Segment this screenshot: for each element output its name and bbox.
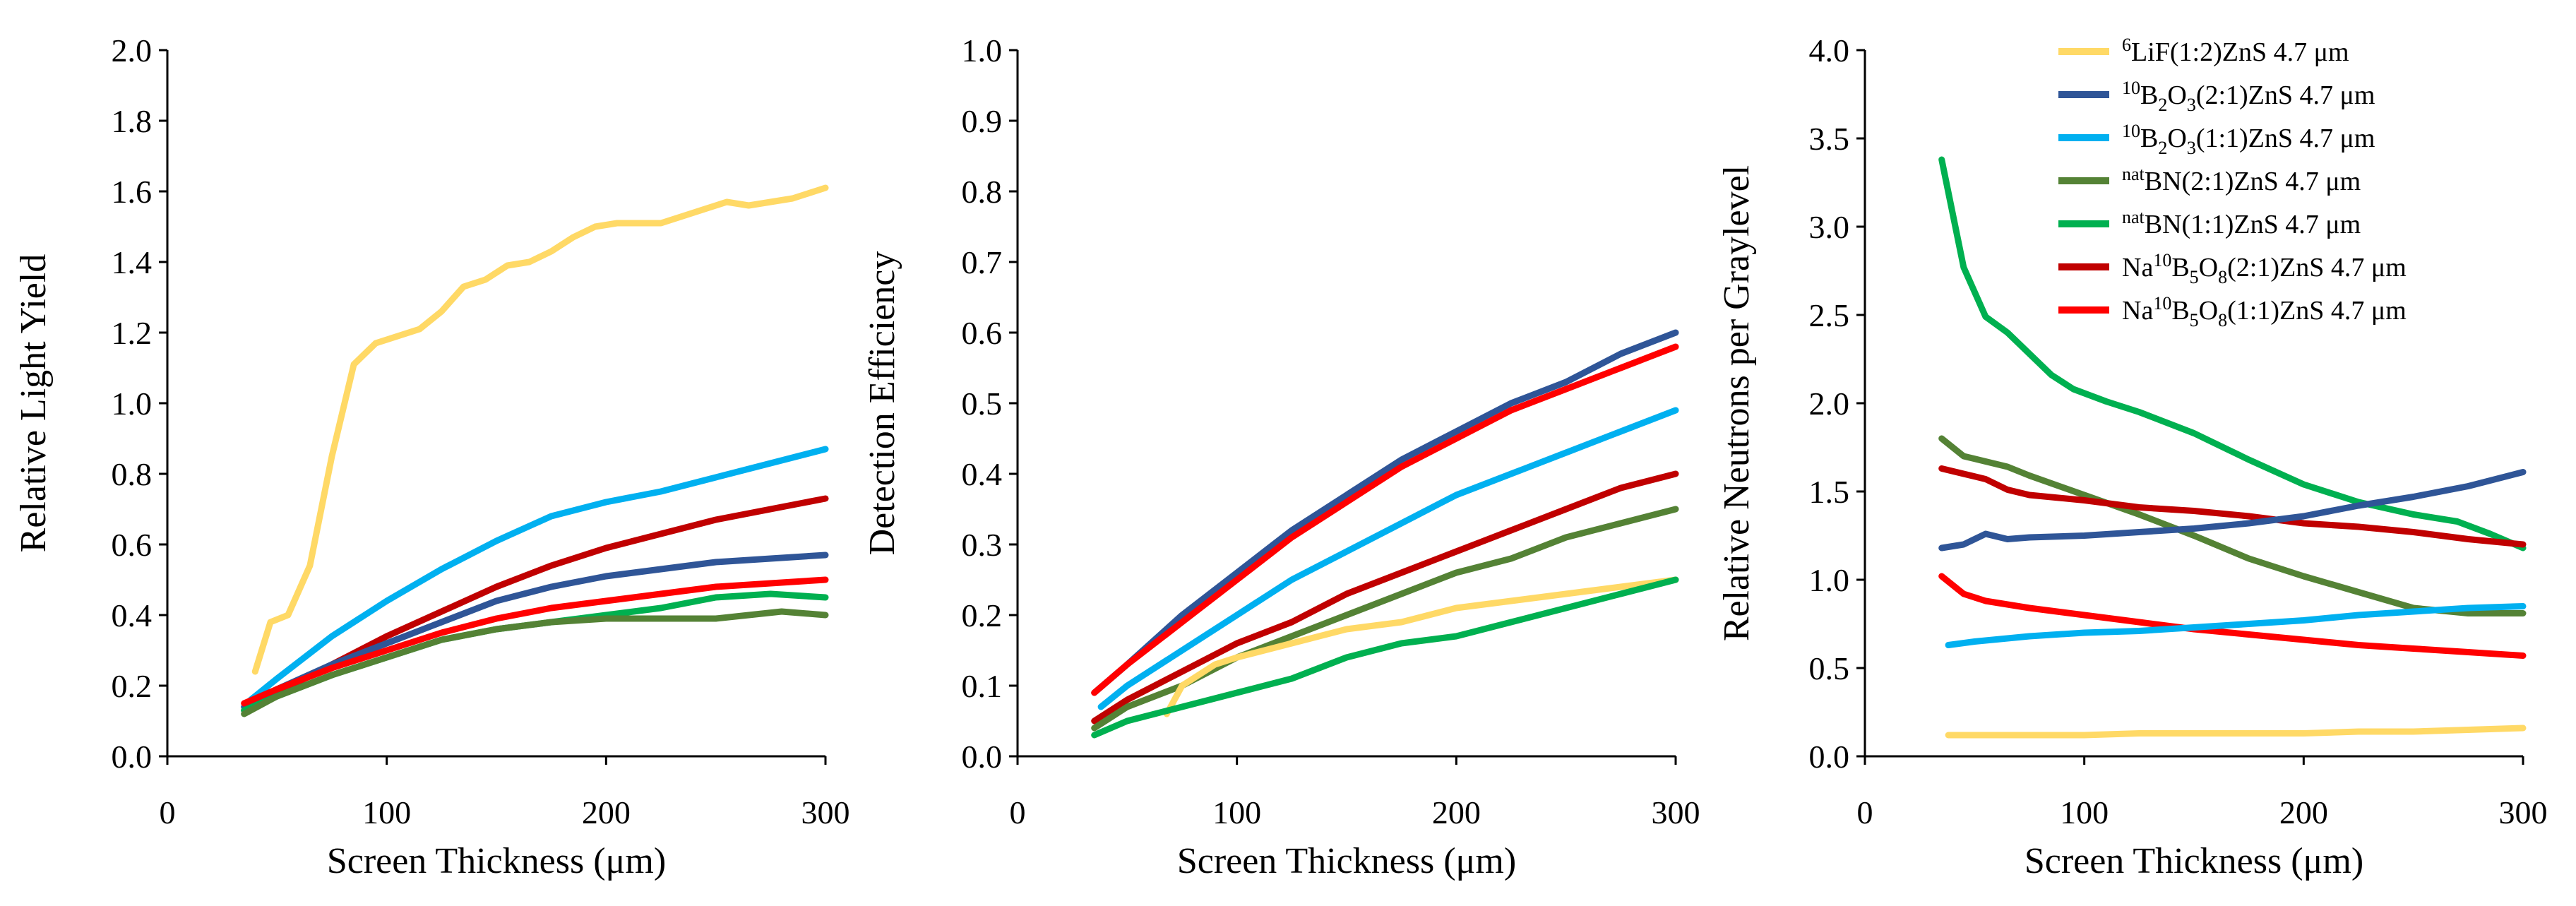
x-tick-label: 0 <box>160 794 176 830</box>
panel-detection-efficiency: 0.0 0.1 0.2 0.3 0.4 0.5 0.6 0.7 0.8 0.9 1.0 0 100 200… <box>862 32 1700 881</box>
y-tick-label: 2.0 <box>1809 386 1850 422</box>
y-axis-title: Detection Efficiency <box>862 251 902 556</box>
y-tick-label: 0.8 <box>112 456 153 492</box>
y-tick-label: 1.5 <box>1809 474 1850 510</box>
y-tick-label: 0.1 <box>962 668 1003 704</box>
x-tick-label: 0 <box>1857 794 1873 830</box>
x-tick-label: 100 <box>1212 794 1261 830</box>
series-line-Na_1_1 <box>1091 343 1679 696</box>
series-line-Na_1_1 <box>1938 573 2527 659</box>
y-tick-label: 0.5 <box>962 386 1003 422</box>
series-line-Na_2_1 <box>1091 470 1679 725</box>
x-tick-label: 100 <box>362 794 411 830</box>
x-axis-title: Screen Thickness (μm) <box>2025 841 2363 881</box>
y-axis-title: Relative Neutrons per Graylevel <box>1717 165 1757 641</box>
y-tick-label: 0.6 <box>112 527 153 563</box>
legend-label-B2O3_1_1: 10B2O3(1:1)ZnS 4.7 μm <box>2122 121 2375 158</box>
y-tick-label: 0.4 <box>962 456 1003 492</box>
y-tick-label: 1.0 <box>112 386 153 422</box>
y-tick-label: 3.5 <box>1809 121 1850 157</box>
x-axis-title: Screen Thickness (μm) <box>327 841 666 881</box>
series-line-BN_1_1 <box>1938 156 2527 552</box>
y-tick-label: 0.6 <box>962 315 1003 351</box>
x-tick-label: 100 <box>2060 794 2109 830</box>
series-line-BN_2_1 <box>1938 435 2527 616</box>
legend: 6LiF(1:2)ZnS 4.7 μm 10B2O3(2:1)ZnS 4.7 μm… <box>2058 35 2407 330</box>
y-tick-label: 1.2 <box>112 315 153 351</box>
y-tick-label: 0.7 <box>962 244 1003 280</box>
series-line-B2O3_1_1 <box>1097 407 1679 710</box>
x-tick-label: 200 <box>2279 794 2328 830</box>
series-line-Na_2_1 <box>1938 465 2527 548</box>
y-tick-label: 0.0 <box>962 739 1003 775</box>
series-line-BN_2_1 <box>241 608 829 717</box>
panel-relative-light-yield: 0.0 0.2 0.4 0.6 0.8 1.0 1.2 1.4 1.6 1.8 2.0 0 100 200… <box>13 32 850 881</box>
series-line-LiF_1_2 <box>1163 576 1679 717</box>
legend-label-LiF_1_2: 6LiF(1:2)ZnS 4.7 μm <box>2122 35 2349 67</box>
x-tick-label: 200 <box>582 794 631 830</box>
series-line-BN_1_1 <box>1091 576 1679 739</box>
series-line-B2O3_1_1 <box>247 446 829 703</box>
y-tick-label: 1.0 <box>962 32 1003 68</box>
series-line-BN_2_1 <box>1091 506 1679 732</box>
x-axis-title: Screen Thickness (μm) <box>1177 841 1516 881</box>
y-tick-label: 1.8 <box>112 103 153 139</box>
series-line-LiF_1_2 <box>1945 725 2527 739</box>
y-tick-label: 4.0 <box>1809 32 1850 68</box>
y-tick-label: 0.0 <box>112 739 153 775</box>
y-tick-label: 0.8 <box>962 174 1003 210</box>
x-tick-label: 200 <box>1432 794 1481 830</box>
legend-label-BN_1_1: natBN(1:1)ZnS 4.7 μm <box>2122 207 2361 239</box>
y-tick-label: 0.5 <box>1809 650 1850 686</box>
legend-label-B2O3_2_1: 10B2O3(2:1)ZnS 4.7 μm <box>2122 78 2375 115</box>
x-tick-label: 300 <box>1652 794 1700 830</box>
series-line-B2O3_1_1 <box>1945 603 2527 648</box>
series-line-LiF_1_2 <box>251 184 829 675</box>
y-tick-label: 0.0 <box>1809 739 1850 775</box>
y-tick-label: 3.0 <box>1809 209 1850 245</box>
y-tick-label: 0.9 <box>962 103 1003 139</box>
y-tick-label: 1.4 <box>112 244 153 280</box>
y-tick-label: 1.6 <box>112 174 153 210</box>
y-tick-label: 0.3 <box>962 527 1003 563</box>
legend-label-Na_1_1: Na10B5O8(1:1)ZnS 4.7 μm <box>2122 293 2407 330</box>
y-tick-label: 0.2 <box>962 597 1003 633</box>
y-tick-label: 0.4 <box>112 597 153 633</box>
y-tick-label: 1.0 <box>1809 562 1850 598</box>
y-tick-label: 2.5 <box>1809 297 1850 333</box>
series-line-B2O3_2_1 <box>1938 469 2527 552</box>
legend-label-BN_2_1: natBN(2:1)ZnS 4.7 μm <box>2122 164 2361 196</box>
panel-relative-neutrons-per-graylevel: 0.0 0.5 1.0 1.5 2.0 2.5 3.0 3.5 4.0 0 100 200 300 Scr… <box>1717 32 2548 881</box>
x-tick-label: 0 <box>1010 794 1026 830</box>
y-tick-label: 2.0 <box>112 32 153 68</box>
x-tick-label: 300 <box>801 794 850 830</box>
y-tick-label: 0.2 <box>112 668 153 704</box>
x-tick-label: 300 <box>2499 794 2548 830</box>
legend-label-Na_2_1: Na10B5O8(2:1)ZnS 4.7 μm <box>2122 250 2407 287</box>
series-line-Na_1_1 <box>241 576 829 707</box>
series-line-B2O3_2_1 <box>1091 329 1679 696</box>
y-axis-title: Relative Light Yield <box>13 254 54 553</box>
